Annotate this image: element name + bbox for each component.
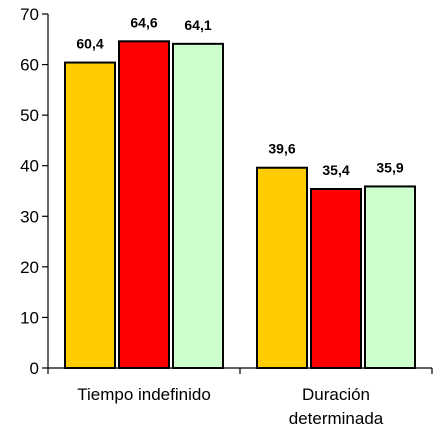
- data-label: 35,4: [322, 162, 349, 178]
- data-label: 64,1: [184, 17, 211, 33]
- bar: [64, 61, 116, 369]
- data-label: 35,9: [376, 159, 403, 175]
- bar: [310, 187, 362, 369]
- y-tick-label: 10: [20, 308, 39, 327]
- data-labels: 60,4 64,6 64,1 39,6 35,4 35,9: [76, 14, 403, 178]
- bar: [256, 166, 308, 369]
- y-tick-label: 60: [20, 56, 39, 75]
- y-tick-label: 30: [20, 207, 39, 226]
- x-axis-ticks: [47, 368, 433, 374]
- data-label: 64,6: [130, 14, 157, 30]
- y-tick-label: 50: [20, 106, 39, 125]
- data-label: 39,6: [268, 141, 295, 157]
- bar: [172, 42, 224, 370]
- data-label: 60,4: [76, 36, 103, 52]
- bar: [364, 185, 416, 369]
- y-tick-label: 0: [30, 359, 39, 378]
- y-tick-label: 70: [20, 5, 39, 24]
- category-labels: Tiempo indefinido Duración determinada: [77, 385, 384, 428]
- category-label: Tiempo indefinido: [77, 385, 211, 404]
- bars: [64, 40, 416, 370]
- y-tick-label: 20: [20, 258, 39, 277]
- y-tick-label: 40: [20, 157, 39, 176]
- category-label: Duración: [302, 385, 370, 404]
- bar: [118, 40, 170, 370]
- category-label: determinada: [289, 409, 384, 428]
- y-axis-ticks: 0 10 20 30 40 50 60 70: [20, 5, 48, 378]
